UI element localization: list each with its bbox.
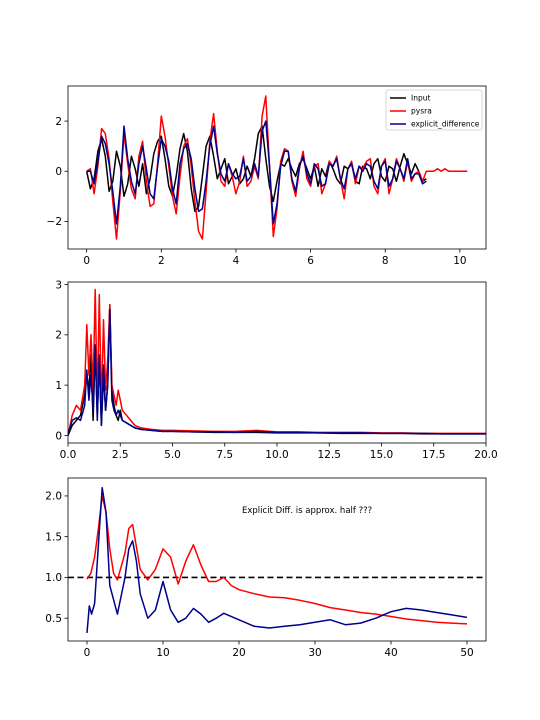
x-tick-label: 7.5 bbox=[216, 449, 233, 461]
series-line-explicit-difference bbox=[68, 308, 486, 436]
x-tick-label: 0 bbox=[84, 647, 91, 659]
series-line-pysra bbox=[86, 495, 468, 625]
x-tick-label: 15.0 bbox=[370, 449, 393, 461]
y-tick-label: 2 bbox=[55, 116, 62, 128]
y-tick-label: 1.5 bbox=[45, 531, 62, 543]
annotation-text: Explicit Diff. is approx. half ??? bbox=[242, 506, 372, 516]
x-tick-label: 12.5 bbox=[318, 449, 341, 461]
series-line-pysra bbox=[86, 95, 468, 240]
y-tick-label: 2 bbox=[55, 330, 62, 342]
x-tick-label: 10 bbox=[453, 255, 466, 267]
x-tick-label: 2.5 bbox=[112, 449, 129, 461]
x-tick-label: 10 bbox=[156, 647, 169, 659]
x-tick-label: 17.5 bbox=[422, 449, 445, 461]
x-tick-label: 40 bbox=[384, 647, 397, 659]
legend-label: Input bbox=[411, 94, 430, 103]
y-tick-label: 1.0 bbox=[45, 572, 62, 584]
y-tick-label: 0.5 bbox=[45, 613, 62, 625]
y-tick-label: 0 bbox=[55, 430, 62, 442]
y-tick-label: 3 bbox=[55, 279, 62, 291]
x-tick-label: 50 bbox=[460, 647, 473, 659]
series-line-input bbox=[85, 125, 427, 213]
series-line-explicit-difference bbox=[86, 487, 468, 633]
x-tick-label: 20.0 bbox=[474, 449, 497, 461]
axes-frame bbox=[67, 85, 487, 250]
legend-box bbox=[385, 89, 483, 131]
middle-panel: 0.0 2.5 5.0 7.5 10.0 12.5 15.0 17.5 20.0 0 1 2 3 bbox=[55, 279, 497, 461]
x-tick-label: 30 bbox=[308, 647, 321, 659]
series-line-explicit-difference bbox=[86, 120, 427, 225]
x-tick-label: 0 bbox=[83, 255, 90, 267]
legend-label: pysra bbox=[411, 107, 432, 116]
y-tick-label: 1 bbox=[55, 380, 62, 392]
x-tick-label: 20 bbox=[232, 647, 245, 659]
x-tick-label: 10.0 bbox=[265, 449, 288, 461]
y-tick-label: 2.0 bbox=[45, 491, 62, 503]
axes-frame bbox=[67, 477, 487, 642]
legend-label: explicit_difference bbox=[411, 120, 480, 129]
top-panel: 0 2 4 6 8 10 −2 0 2 Input pysra explicit_difference bbox=[47, 85, 487, 267]
x-tick-label: 8 bbox=[382, 255, 389, 267]
y-tick-label: 0 bbox=[55, 166, 62, 178]
bottom-panel: 0 10 20 30 40 50 0.5 1.0 1.5 2.0 Explicit Diff. is… bbox=[45, 477, 487, 659]
x-tick-label: 5.0 bbox=[164, 449, 181, 461]
x-tick-label: 4 bbox=[233, 255, 240, 267]
y-tick-label: −2 bbox=[47, 216, 62, 228]
legend: Input pysra explicit_difference bbox=[385, 89, 483, 131]
x-tick-label: 2 bbox=[158, 255, 165, 267]
x-tick-label: 0.0 bbox=[60, 449, 77, 461]
x-tick-label: 6 bbox=[307, 255, 314, 267]
